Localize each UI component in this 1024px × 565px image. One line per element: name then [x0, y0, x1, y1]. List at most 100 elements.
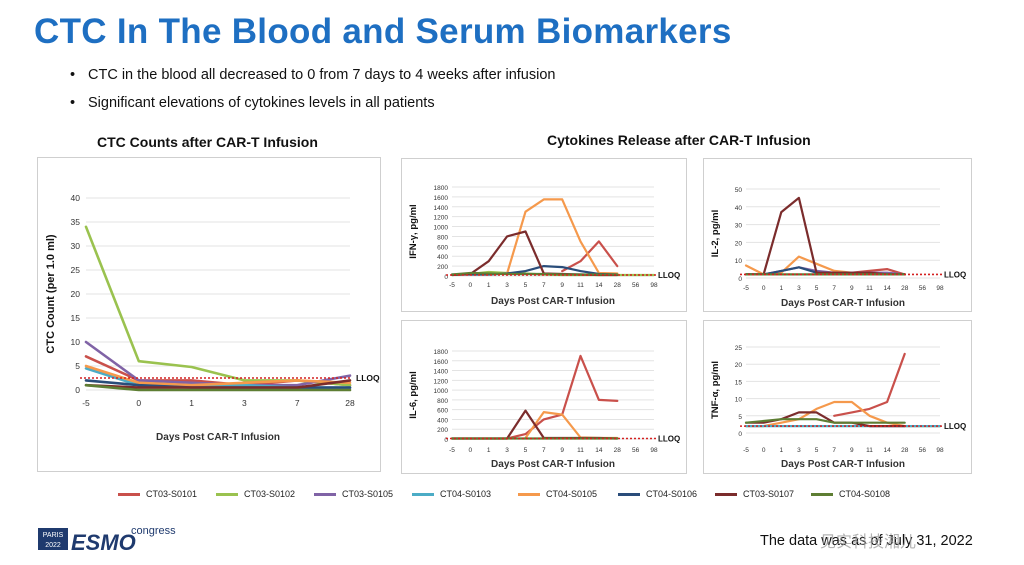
legend-label: CT04-S0103 [440, 489, 492, 499]
y-axis-label: IFN-γ, pg/ml [408, 204, 419, 258]
x-tick-label: -5 [82, 398, 90, 408]
x-tick-label: 7 [832, 285, 836, 292]
y-tick-label: 5 [738, 414, 742, 421]
series-line-ct04-s0105 [84, 364, 352, 387]
y-tick-label: 0 [738, 431, 742, 438]
y-tick-label: 1400 [434, 205, 449, 212]
legend-swatch [518, 493, 540, 497]
x-tick-label: 14 [595, 447, 603, 454]
legend-label: CT03-S0105 [342, 489, 394, 499]
y-tick-label: 800 [437, 234, 448, 241]
x-tick-label: 28 [901, 285, 909, 292]
x-tick-label: 28 [345, 398, 355, 408]
x-tick-label: 98 [650, 447, 658, 454]
y-tick-label: 1000 [434, 388, 449, 395]
esmo-logo: PARIS 2022 ESMO congress [38, 522, 188, 555]
y-tick-label: 30 [71, 241, 81, 251]
x-tick-label: 14 [595, 282, 603, 289]
y-tick-label: 1000 [434, 225, 449, 232]
y-tick-label: 1400 [434, 369, 449, 376]
legend-item: CT03-S0105 [314, 489, 393, 499]
x-tick-label: 3 [505, 447, 509, 454]
ifn-chart-box: 0 200 400 600 800 1000 1200 1400 1600 1800 -5 0 1 3 5 7… [401, 158, 687, 312]
x-tick-label: -5 [449, 447, 455, 454]
legend-swatch [715, 493, 737, 497]
y-tick-label: 1200 [434, 378, 449, 385]
legend-label: CT03-S0101 [146, 489, 198, 499]
x-tick-label: 5 [524, 447, 528, 454]
y-axis-label: IL-2, pg/ml [710, 210, 721, 258]
legend-item: CT04-S0105 [518, 489, 597, 499]
y-tick-label: 1600 [434, 195, 449, 202]
page-title: CTC In The Blood and Serum Biomarkers [34, 12, 732, 51]
x-tick-label: 98 [936, 285, 944, 292]
lloq-label: LLOQ [658, 271, 680, 280]
y-tick-label: 20 [735, 240, 743, 247]
y-tick-label: 600 [437, 244, 448, 251]
y-tick-label: 20 [71, 289, 81, 299]
y-tick-label: 40 [735, 205, 743, 212]
x-axis-label: Days Post CAR-T Infusion [491, 296, 615, 307]
x-tick-label: 9 [560, 282, 564, 289]
logo-city-block [38, 528, 68, 550]
x-tick-label: 56 [632, 447, 640, 454]
series-line-ct04-s0108 [450, 271, 619, 276]
il6-chart-box: 0 200 400 600 800 1000 1200 1400 1600 1800 -5 0 1 3 5 7… [401, 320, 687, 474]
legend-item: CT03-S0101 [118, 489, 197, 499]
y-axis-label: IL-6, pg/ml [408, 371, 419, 419]
lloq-label: LLOQ [356, 373, 380, 383]
y-tick-label: 200 [437, 264, 448, 271]
x-tick-label: 9 [560, 447, 564, 454]
watermark-text: 见实科技湘儿 [820, 534, 917, 551]
series-line-ct04-s0108 [744, 418, 906, 424]
x-tick-label: 11 [866, 447, 873, 454]
x-tick-label: 3 [797, 447, 801, 454]
lloq-label: LLOQ [944, 422, 966, 431]
x-tick-label: 0 [136, 398, 141, 408]
bullet-dot: • [70, 67, 76, 83]
x-tick-label: 1 [487, 282, 491, 289]
bullet-2: • Significant elevations of cytokines lev… [70, 95, 435, 111]
legend-swatch [811, 493, 833, 497]
x-tick-label: 5 [815, 285, 819, 292]
legend-label: CT03-S0102 [244, 489, 296, 499]
legend-item: CT03-S0107 [715, 489, 794, 499]
logo-suffix: congress [131, 525, 176, 537]
series-line-ct04-s0105 [524, 411, 619, 440]
legend-item: CT04-S0106 [618, 489, 697, 499]
x-tick-label: 56 [632, 282, 640, 289]
x-tick-label: 28 [614, 447, 622, 454]
data-cutoff-note: The data was as of July 31, 2022 [760, 533, 973, 549]
x-tick-label: 7 [832, 447, 836, 454]
x-tick-label: 5 [815, 447, 819, 454]
y-tick-label: 30 [735, 223, 743, 230]
series-line-ct03-s0101 [561, 240, 619, 273]
x-tick-label: 3 [797, 285, 801, 292]
x-axis-label: Days Post CAR-T Infusion [491, 459, 615, 470]
y-tick-label: 1800 [434, 349, 449, 356]
esmo-logo-graphic: PARIS 2022 ESMO congress [38, 525, 176, 555]
x-tick-label: 56 [919, 447, 927, 454]
y-tick-label: 200 [437, 427, 448, 434]
y-tick-label: 20 [735, 362, 743, 369]
x-tick-label: 98 [650, 282, 658, 289]
y-tick-label: 25 [735, 345, 743, 352]
x-tick-label: -5 [743, 285, 749, 292]
y-tick-label: 0 [444, 274, 448, 281]
y-tick-label: 10 [735, 397, 743, 404]
il2-chart-box: 0 10 20 30 40 50 -5 0 1 3 5 7 9 11 14 28 56 98 Days Post C… [703, 158, 972, 312]
y-tick-label: 50 [735, 187, 743, 194]
y-tick-label: 1600 [434, 359, 449, 366]
bullet-text-1: CTC in the blood all decreased to 0 from… [88, 67, 556, 83]
series-line-ct03-s0107 [84, 379, 352, 389]
y-tick-label: 600 [437, 408, 448, 415]
tnf-chart: 0 5 10 15 20 25 -5 0 1 3 5 7 9 11 14 28 56 98 Days Post CA… [710, 345, 966, 470]
x-tick-label: 0 [469, 447, 473, 454]
x-tick-label: 14 [883, 285, 891, 292]
logo-brand: ESMO [71, 530, 136, 554]
cytokine-panel-title: Cytokines Release after CAR-T Infusion [547, 132, 811, 148]
legend-label: CT04-S0106 [646, 489, 698, 499]
